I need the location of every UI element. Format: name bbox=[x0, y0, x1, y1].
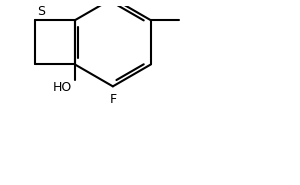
Text: F: F bbox=[109, 93, 116, 106]
Text: HO: HO bbox=[52, 81, 72, 94]
Text: S: S bbox=[37, 5, 45, 18]
